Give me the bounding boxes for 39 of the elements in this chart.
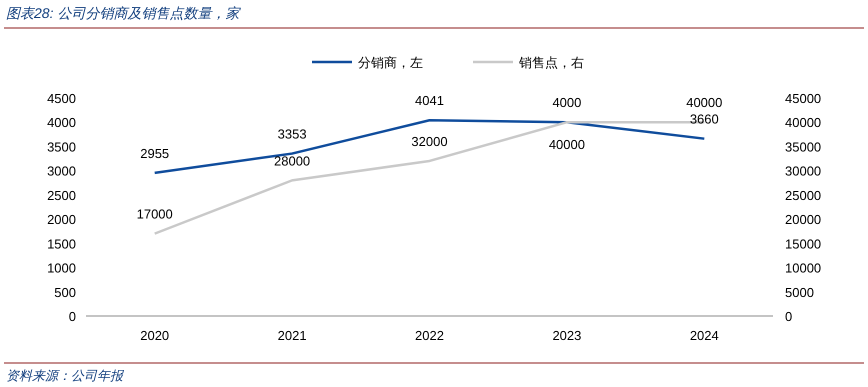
y-tick-label: 4500 xyxy=(47,91,76,106)
x-tick-label: 2022 xyxy=(415,328,444,343)
y-tick-label: 1000 xyxy=(47,260,76,276)
y-tick-label: 0 xyxy=(68,309,76,324)
x-tick-label: 2024 xyxy=(690,328,719,343)
y2-tick-label: 40000 xyxy=(785,115,822,130)
y2-tick-label: 45000 xyxy=(785,91,822,106)
data-label: 4000 xyxy=(552,95,582,110)
y-tick-label: 3500 xyxy=(47,139,76,154)
text: 资料来源：公司年报 xyxy=(6,368,125,383)
data-label: 2955 xyxy=(140,146,170,161)
data-label: 28000 xyxy=(274,153,310,168)
data-label: 17000 xyxy=(136,206,173,222)
x-tick-label: 2020 xyxy=(140,328,170,343)
y-tick-label: 500 xyxy=(54,284,76,300)
data-label: 40000 xyxy=(686,95,722,110)
y2-tick-label: 35000 xyxy=(785,139,822,154)
chart-title: 图表28: 公司分销商及销售点数量，家 xyxy=(6,5,242,21)
legend-label: 销售点，右 xyxy=(518,55,584,70)
data-label: 3660 xyxy=(690,112,719,127)
data-label: 4041 xyxy=(415,93,444,108)
x-tick-label: 2021 xyxy=(278,328,307,343)
y-tick-label: 2000 xyxy=(47,212,76,228)
data-label: 40000 xyxy=(548,137,585,152)
y2-tick-label: 25000 xyxy=(785,188,822,203)
legend-label: 分销商，左 xyxy=(358,55,423,70)
y-tick-label: 4000 xyxy=(47,115,76,130)
y2-tick-label: 20000 xyxy=(785,212,822,228)
y-tick-label: 1500 xyxy=(47,236,76,252)
data-label: 32000 xyxy=(411,134,448,149)
y2-tick-label: 15000 xyxy=(785,236,822,252)
y-tick-label: 2500 xyxy=(47,188,76,203)
y2-tick-label: 0 xyxy=(785,309,792,324)
y2-tick-label: 5000 xyxy=(785,284,814,300)
x-tick-label: 2023 xyxy=(552,328,582,343)
y2-tick-label: 10000 xyxy=(785,260,822,276)
y2-tick-label: 30000 xyxy=(785,164,822,179)
y-tick-label: 3000 xyxy=(47,164,76,179)
data-label: 3353 xyxy=(278,126,307,142)
